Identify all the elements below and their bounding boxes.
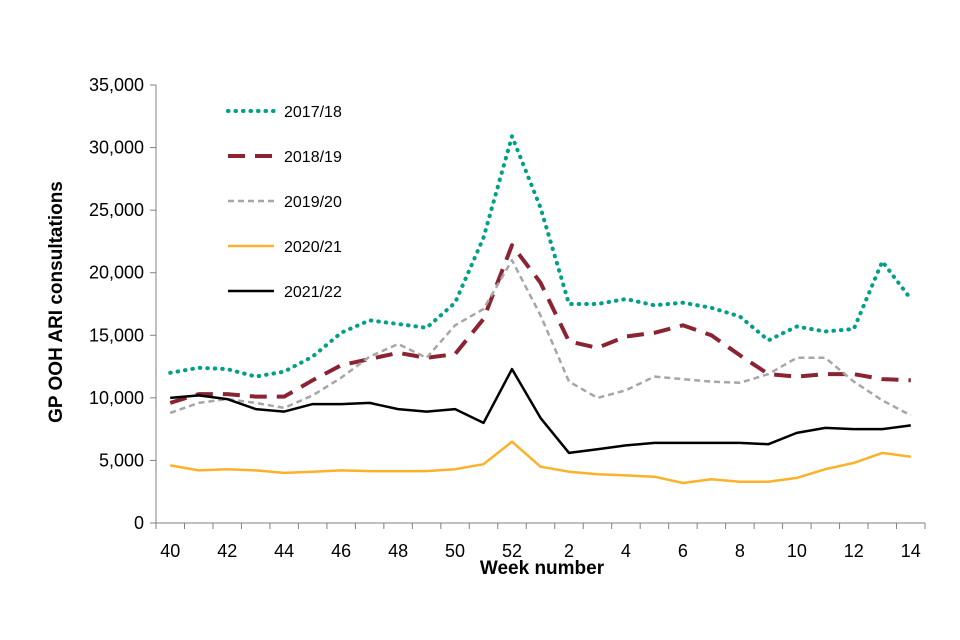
legend-label: 2021/22: [284, 284, 342, 301]
x-tick-label: 44: [274, 541, 294, 561]
legend-label: 2018/19: [284, 149, 342, 166]
legend-label: 2017/18: [284, 104, 342, 121]
series-line-2018-19: [169, 243, 911, 405]
series-line-2020-21: [169, 440, 911, 485]
legend: 2017/18 2018/19 2019/20 2020/21 2021/22: [226, 104, 342, 301]
x-tick-label: 8: [735, 541, 745, 561]
legend-label: 2019/20: [284, 194, 342, 211]
y-tick-label: 0: [134, 513, 144, 533]
y-tick-label: 35,000: [89, 75, 144, 95]
y-tick-label: 30,000: [89, 138, 144, 158]
x-tick-label: 4: [621, 541, 631, 561]
legend-label: 2020/21: [284, 239, 342, 256]
x-tick-label: 50: [445, 541, 465, 561]
x-tick-label: 46: [331, 541, 351, 561]
x-tick-label: 12: [844, 541, 864, 561]
series-line-2021-22: [170, 367, 911, 455]
x-axis-title: Week number: [480, 558, 605, 579]
x-tick-label: 42: [217, 541, 237, 561]
axes: 0 5,000 10,000 15,000 20,000 25,000 30,000 35,0…: [89, 75, 926, 561]
x-tick-label: 48: [388, 541, 408, 561]
series-layer: [168, 134, 913, 485]
x-tick-label: 10: [787, 541, 807, 561]
x-tick-label: 52: [502, 541, 522, 561]
y-tick-label: 15,000: [89, 325, 144, 345]
series-line-2019-20: [169, 258, 912, 417]
y-tick-label: 20,000: [89, 263, 144, 283]
x-tick-label: 6: [678, 541, 688, 561]
series-line-2017-18: [168, 134, 913, 379]
x-tick-label: 40: [160, 541, 180, 561]
y-tick-label: 25,000: [89, 200, 144, 220]
y-axis-title: GP OOH ARI consultations: [46, 181, 67, 423]
y-tick-label: 10,000: [89, 388, 144, 408]
x-tick-label: 2: [564, 541, 574, 561]
x-tick-label: 14: [901, 541, 921, 561]
y-tick-label: 5,000: [99, 450, 144, 470]
